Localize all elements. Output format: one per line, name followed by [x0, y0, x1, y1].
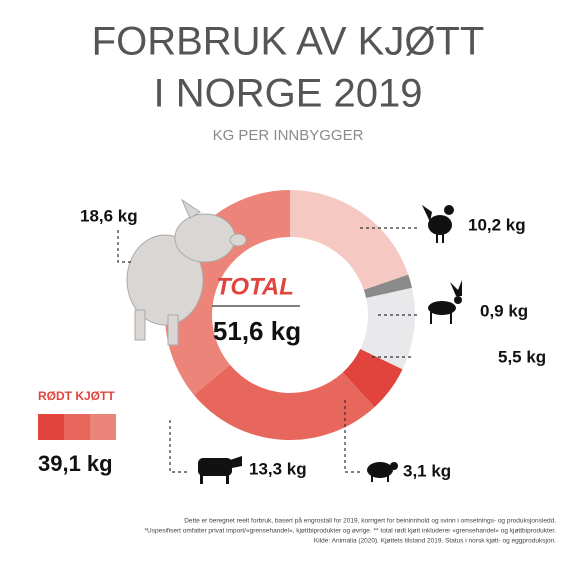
red-meat-label: RØDT KJØTT	[38, 389, 115, 403]
footnote: *Uspesifisert omfatter privat import/«gr…	[144, 528, 556, 535]
pig-illustration	[126, 198, 247, 346]
donut-slice	[290, 190, 409, 290]
swatch	[64, 414, 90, 440]
sheep-icon	[367, 462, 398, 482]
value-label: 13,3 kg	[249, 459, 307, 478]
swatch	[38, 414, 64, 440]
reindeer-icon	[428, 280, 462, 324]
red-meat-value: 39,1 kg	[38, 451, 113, 476]
leader-line	[117, 230, 134, 263]
subtitle: KG PER INNBYGGER	[213, 127, 364, 144]
value-label: 18,6 kg	[80, 206, 138, 225]
cow-icon	[198, 456, 242, 484]
icons	[198, 205, 462, 484]
swatch	[90, 414, 116, 440]
red-meat-swatches	[38, 414, 116, 440]
total-label: TOTAL	[216, 273, 294, 300]
footnote: Dette er beregnet reelt forbruk, basert …	[184, 517, 556, 525]
title-line: I NORGE 2019	[153, 72, 422, 116]
value-label: 10,2 kg	[468, 215, 526, 234]
value-label: 5,5 kg	[498, 347, 546, 366]
donut-slice	[193, 364, 375, 440]
leader-line	[344, 400, 362, 473]
donut-slice	[363, 274, 413, 299]
donut-slice	[342, 348, 403, 408]
title-line: FORBRUK AV KJØTT	[92, 20, 485, 64]
total-value: 51,6 kg	[213, 316, 301, 346]
donut-slice	[360, 287, 416, 370]
value-label: 0,9 kg	[480, 301, 528, 320]
chicken-icon	[422, 205, 454, 243]
footnote: Kilde: Animalia (2020). Kjøttets tilstan…	[314, 538, 556, 545]
value-label: 3,1 kg	[403, 461, 451, 480]
